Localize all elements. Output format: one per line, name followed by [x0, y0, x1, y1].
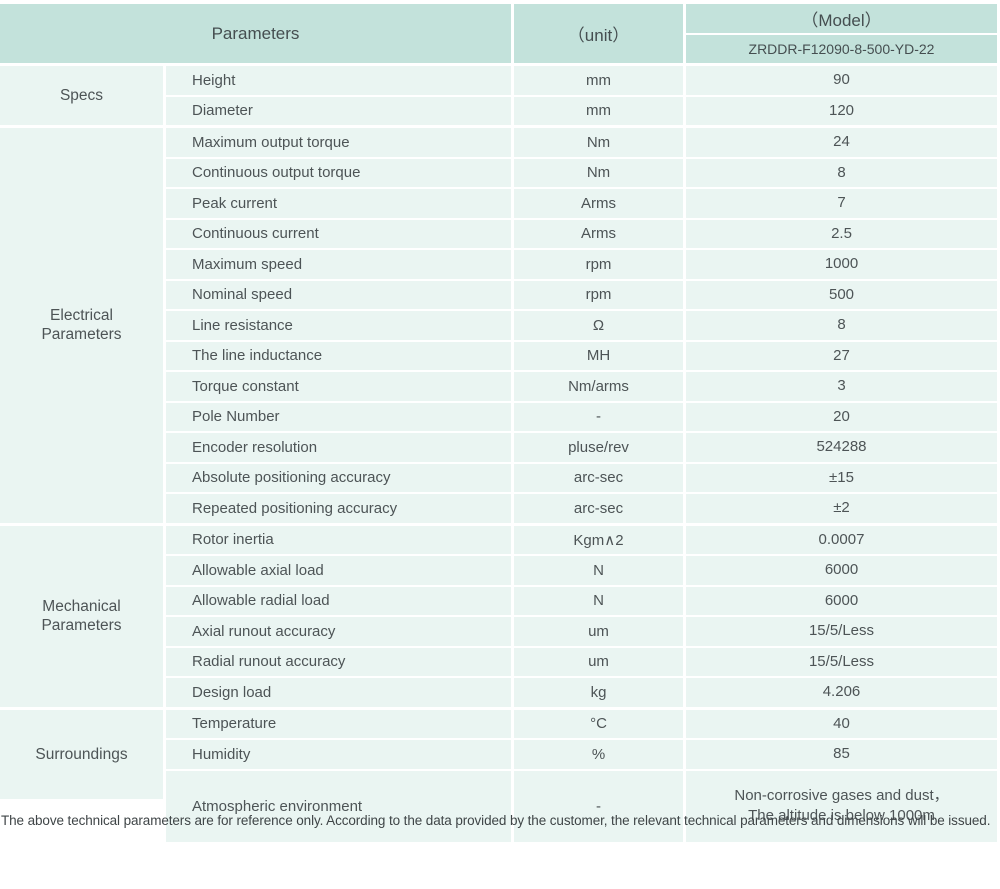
unit-cell: rpm: [514, 250, 683, 279]
value-cell: 90: [686, 66, 997, 95]
page: Parameters （unit） （Model） ZRDDR-F12090-8…: [0, 4, 997, 842]
value-cell: 85: [686, 740, 997, 769]
param-name-cell: Height: [166, 66, 511, 95]
unit-cell: Arms: [514, 189, 683, 218]
unit-cell: rpm: [514, 280, 683, 309]
unit-cell: Arms: [514, 219, 683, 248]
unit-cell: Nm/arms: [514, 372, 683, 401]
unit-cell: MH: [514, 341, 683, 370]
value-cell: ±15: [686, 463, 997, 492]
unit-cell: N: [514, 586, 683, 615]
unit-cell: arc-sec: [514, 494, 683, 523]
param-name-cell: Maximum speed: [166, 250, 511, 279]
unit-cell: -: [514, 402, 683, 431]
section-mechanical-parameters: Mechanical Parameters Rotor inertia Kgm∧2 0…: [0, 525, 997, 707]
param-name-cell: Maximum output torque: [166, 128, 511, 157]
unit-cell: -: [514, 770, 683, 842]
param-name-cell: Rotor inertia: [166, 525, 511, 554]
param-name-cell: Atmospheric environment: [166, 770, 511, 842]
unit-cell: um: [514, 647, 683, 676]
unit-cell: Nm: [514, 158, 683, 187]
value-cell: 6000: [686, 556, 997, 585]
param-name-cell: Temperature: [166, 709, 511, 738]
unit-cell: kg: [514, 678, 683, 707]
value-cell: 8: [686, 311, 997, 340]
unit-cell: °C: [514, 709, 683, 738]
unit-cell: N: [514, 556, 683, 585]
param-name-cell: Humidity: [166, 740, 511, 769]
value-cell: Non-corrosive gases and dust， The altitu…: [686, 770, 997, 842]
value-cell: ±2: [686, 494, 997, 523]
section-electrical-parameters: Electrical Parameters Maximum output torq…: [0, 128, 997, 523]
param-name-cell: The line inductance: [166, 341, 511, 370]
value-cell: 1000: [686, 250, 997, 279]
param-name-cell: Continuous output torque: [166, 158, 511, 187]
param-name-cell: Nominal speed: [166, 280, 511, 309]
value-cell: 20: [686, 402, 997, 431]
section-label: Surroundings: [0, 709, 163, 799]
spec-table: Parameters （unit） （Model） ZRDDR-F12090-8…: [0, 4, 997, 842]
value-cell: 6000: [686, 586, 997, 615]
value-cell: 15/5/Less: [686, 617, 997, 646]
unit-cell: arc-sec: [514, 463, 683, 492]
footer-note: The above technical parameters are for r…: [1, 813, 991, 828]
unit-cell: Nm: [514, 128, 683, 157]
param-name-cell: Peak current: [166, 189, 511, 218]
section-surroundings: Surroundings Temperature °C 40 Humidity% 85 At…: [0, 709, 997, 842]
param-name-cell: Continuous current: [166, 219, 511, 248]
value-cell: 3: [686, 372, 997, 401]
param-name-cell: Torque constant: [166, 372, 511, 401]
param-name-cell: Radial runout accuracy: [166, 647, 511, 676]
section-label: Electrical Parameters: [0, 128, 163, 523]
section-label: Mechanical Parameters: [0, 525, 163, 707]
value-cell: 4.206: [686, 678, 997, 707]
param-name-cell: Diameter: [166, 96, 511, 125]
section-specs: Specs Height mm 90 Diameter mm 120: [0, 66, 997, 125]
unit-cell: pluse/rev: [514, 433, 683, 462]
param-name-cell: Design load: [166, 678, 511, 707]
value-cell: 24: [686, 128, 997, 157]
header-model-label: （Model）: [686, 4, 997, 35]
value-cell: 524288: [686, 433, 997, 462]
value-cell: 40: [686, 709, 997, 738]
value-cell: 120: [686, 96, 997, 125]
param-name-cell: Absolute positioning accuracy: [166, 463, 511, 492]
value-cell: 0.0007: [686, 525, 997, 554]
param-name-cell: Axial runout accuracy: [166, 617, 511, 646]
section-label: Specs: [0, 66, 163, 125]
table-body: Specs Height mm 90 Diameter mm 120 Electrical P…: [0, 66, 997, 842]
unit-cell: Ω: [514, 311, 683, 340]
table-header: Parameters （unit） （Model） ZRDDR-F12090-8…: [0, 4, 997, 63]
param-name-cell: Allowable radial load: [166, 586, 511, 615]
unit-cell: mm: [514, 66, 683, 95]
param-name-cell: Pole Number: [166, 402, 511, 431]
unit-cell: Kgm∧2: [514, 525, 683, 554]
value-cell: 7: [686, 189, 997, 218]
value-cell: 2.5: [686, 219, 997, 248]
header-model-value: ZRDDR-F12090-8-500-YD-22: [686, 35, 997, 63]
unit-cell: mm: [514, 96, 683, 125]
unit-cell: %: [514, 740, 683, 769]
header-parameters: Parameters: [0, 4, 511, 63]
value-cell: 8: [686, 158, 997, 187]
param-name-cell: Repeated positioning accuracy: [166, 494, 511, 523]
value-cell: 15/5/Less: [686, 647, 997, 676]
param-name-cell: Allowable axial load: [166, 556, 511, 585]
value-cell: 27: [686, 341, 997, 370]
unit-cell: um: [514, 617, 683, 646]
header-unit: （unit）: [514, 4, 683, 63]
param-name-cell: Encoder resolution: [166, 433, 511, 462]
param-name-cell: Line resistance: [166, 311, 511, 340]
value-cell: 500: [686, 280, 997, 309]
